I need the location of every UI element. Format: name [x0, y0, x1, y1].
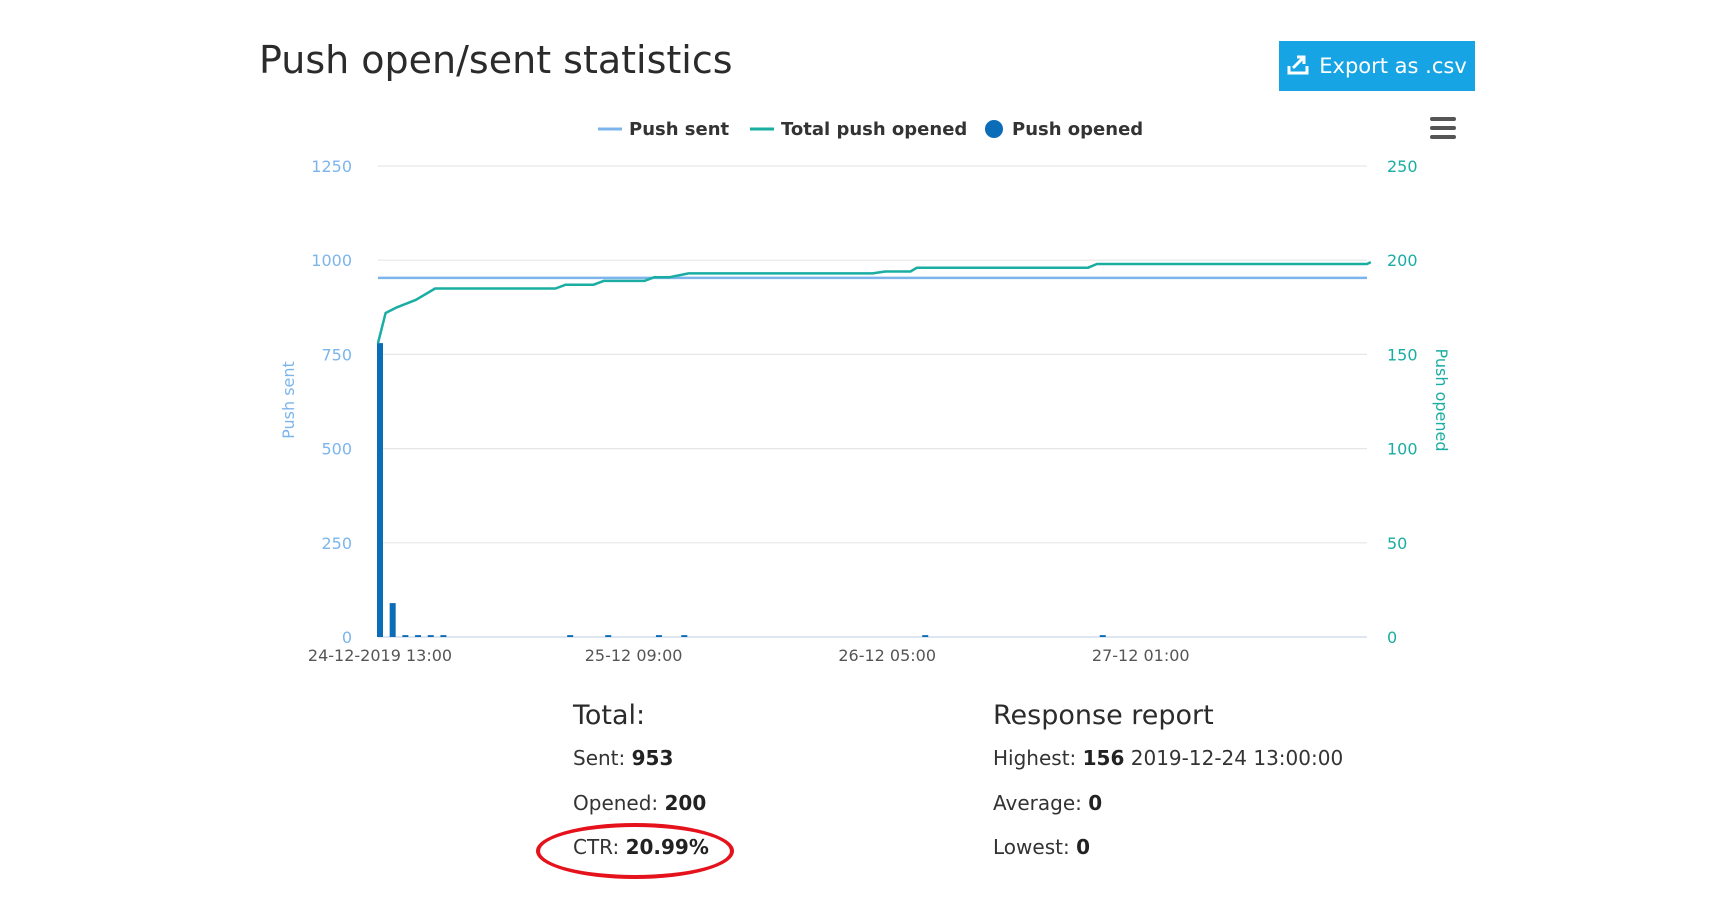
- push-opened-column: [415, 635, 422, 637]
- x-tick-label: 27-12 01:00: [1092, 646, 1190, 665]
- y-right-tick-label: 250: [1387, 157, 1418, 176]
- total-push-opened-line: [376, 260, 1372, 344]
- y-right-tick-label: 50: [1387, 534, 1407, 553]
- hamburger-menu-bar: [1430, 126, 1456, 130]
- average-value: 0: [1088, 790, 1103, 815]
- y-left-tick-label: 750: [321, 345, 352, 364]
- highest-value: 156: [1082, 746, 1125, 770]
- push-opened-column: [389, 603, 396, 637]
- lowest-label: Lowest:: [993, 835, 1070, 859]
- x-tick-label: 24-12-2019 13:00: [308, 646, 452, 665]
- opened-value: 200: [664, 790, 707, 815]
- y-right-axis-title: Push opened: [1432, 349, 1451, 452]
- push-opened-column: [605, 635, 612, 637]
- y-right-tick-label: 100: [1387, 440, 1418, 459]
- sent-row: Sent: 953: [573, 743, 709, 788]
- push-opened-column: [922, 635, 929, 637]
- push-opened-column: [402, 635, 409, 637]
- opened-row: Opened: 200: [573, 788, 709, 833]
- x-tick-label: 25-12 09:00: [585, 646, 683, 665]
- ctr-highlight-circle: [536, 823, 734, 879]
- legend-push-sent-label: Push sent: [629, 119, 730, 140]
- opened-label: Opened:: [573, 790, 659, 815]
- push-opened-column: [567, 635, 574, 637]
- y-right-tick-label: 150: [1387, 345, 1418, 364]
- sent-value: 953: [631, 746, 674, 770]
- hamburger-menu-icon: [1430, 117, 1456, 121]
- highest-row: Highest: 156 2019-12-24 13:00:00: [993, 743, 1343, 788]
- push-opened-column: [655, 635, 662, 637]
- response-report-panel: Response report Highest: 156 2019-12-24 …: [993, 700, 1343, 877]
- highest-date: 2019-12-24 13:00:00: [1130, 746, 1344, 770]
- y-left-axis-title: Push sent: [279, 361, 298, 439]
- x-tick-label: 26-12 05:00: [838, 646, 936, 665]
- y-right-tick-label: 0: [1387, 628, 1397, 647]
- export-csv-button[interactable]: Export as .csv: [1279, 41, 1475, 91]
- chart-menu-button[interactable]: [1428, 115, 1458, 141]
- y-left-tick-label: 1000: [311, 251, 352, 270]
- report-heading: Response report: [993, 700, 1214, 731]
- highest-label: Highest:: [993, 746, 1077, 770]
- y-right-tick-label: 200: [1387, 251, 1418, 270]
- totals-heading: Total:: [573, 700, 646, 731]
- export-icon: [1287, 53, 1309, 80]
- y-left-tick-label: 0: [342, 628, 352, 647]
- legend-push-opened-label: Push opened: [1012, 119, 1143, 140]
- y-left-tick-label: 250: [321, 534, 352, 553]
- y-left-tick-label: 500: [321, 440, 352, 459]
- push-opened-column: [1099, 635, 1106, 637]
- page-title: Push open/sent statistics: [259, 38, 733, 82]
- legend-push-opened-marker: [985, 120, 1003, 138]
- legend-total-push-opened-label: Total push opened: [781, 119, 967, 140]
- push-statistics-chart: 0 250 500 750 1000 1250 0 50 100 150 200 250 Push se…: [279, 119, 1451, 665]
- lowest-value: 0: [1076, 835, 1090, 859]
- push-opened-column: [440, 635, 447, 637]
- sent-label: Sent:: [573, 746, 626, 770]
- lowest-row: Lowest: 0: [993, 832, 1343, 877]
- push-opened-column: [681, 635, 688, 637]
- hamburger-menu-bar: [1430, 135, 1456, 139]
- export-button-label: Export as .csv: [1319, 54, 1467, 78]
- y-left-tick-label: 1250: [311, 157, 352, 176]
- average-row: Average: 0: [993, 788, 1343, 833]
- push-opened-column: [377, 343, 383, 637]
- push-opened-column: [427, 635, 434, 637]
- average-label: Average:: [993, 790, 1082, 815]
